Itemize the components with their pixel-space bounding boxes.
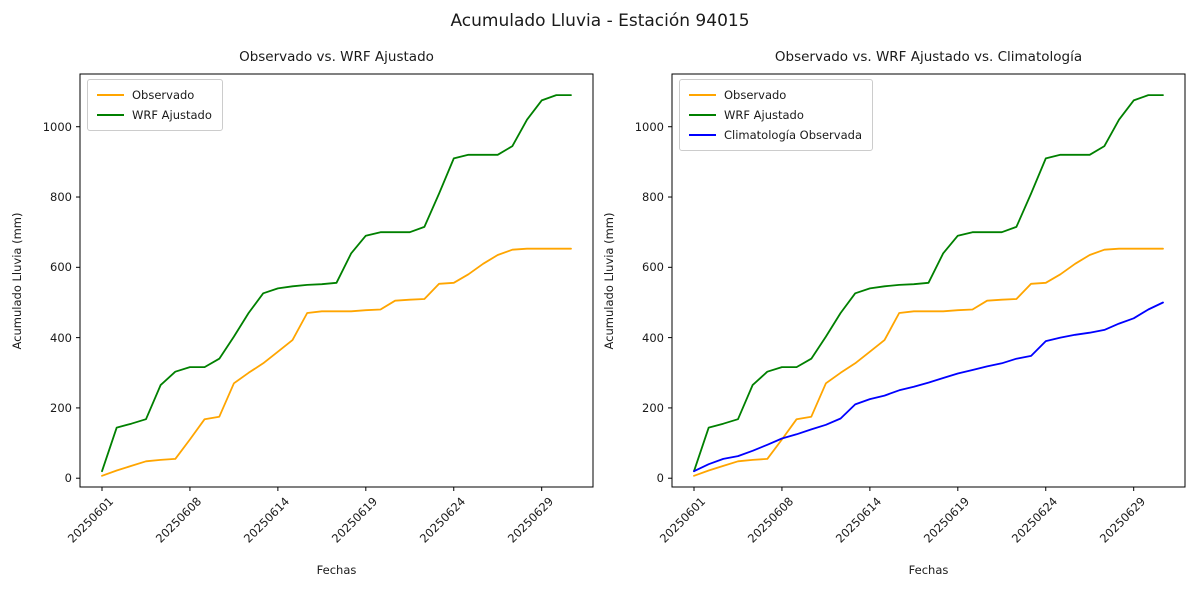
legend-entry: WRF Ajustado — [689, 105, 862, 125]
legend-label: WRF Ajustado — [132, 108, 212, 122]
y-tick-label: 600 — [50, 260, 72, 275]
series-line-observado — [693, 247, 1164, 477]
legend-label: WRF Ajustado — [724, 108, 804, 122]
y-tick-label: 400 — [50, 330, 72, 345]
figure-title: Acumulado Lluvia - Estación 94015 — [450, 11, 750, 31]
legend-label: Observado — [132, 88, 195, 102]
legend-line-swatch-observado — [97, 94, 124, 96]
legend-entry: Observado — [689, 85, 862, 105]
y-tick-label: 1000 — [42, 119, 72, 134]
subplot-right-title: Observado vs. WRF Ajustado vs. Climatolo… — [774, 49, 1083, 65]
legend-line-swatch-climatolog-a-observada — [689, 134, 716, 136]
series-line-wrf-ajustado — [693, 94, 1164, 473]
subplot-left-xlabel: Fechas — [316, 563, 357, 577]
subplot-left-ylabel: Acumulado Lluvia (mm) — [10, 212, 24, 349]
subplot-left-title: Observado vs. WRF Ajustado — [239, 49, 434, 65]
legend-entry: Climatología Observada — [689, 125, 862, 145]
legend-entry: Observado — [97, 85, 212, 105]
subplot-left-legend: Observado WRF Ajustado — [87, 79, 223, 131]
legend-line-swatch-wrf-ajustado — [689, 114, 716, 116]
axes-box — [79, 73, 594, 488]
y-tick-label: 200 — [50, 400, 72, 415]
y-tick-label: 800 — [50, 190, 72, 205]
y-tick-label: 1000 — [634, 119, 664, 134]
y-tick-label: 600 — [642, 260, 664, 275]
axes-box — [671, 73, 1186, 488]
series-line-observado — [101, 247, 572, 477]
subplot-right-ylabel: Acumulado Lluvia (mm) — [602, 212, 616, 349]
legend-label: Climatología Observada — [724, 128, 862, 142]
subplot-right-legend: Observado WRF Ajustado Climatología Observ… — [679, 79, 873, 151]
legend-label: Observado — [724, 88, 787, 102]
subplot-right-xlabel: Fechas — [908, 563, 949, 577]
series-line-climatolog-a-observada — [693, 301, 1164, 473]
y-tick-label: 400 — [642, 330, 664, 345]
y-tick-label: 0 — [64, 471, 72, 486]
legend-line-swatch-observado — [689, 94, 716, 96]
y-tick-label: 0 — [656, 471, 664, 486]
y-tick-label: 200 — [642, 400, 664, 415]
y-tick-label: 800 — [642, 190, 664, 205]
legend-entry: WRF Ajustado — [97, 105, 212, 125]
legend-line-swatch-wrf-ajustado — [97, 114, 124, 116]
series-line-wrf-ajustado — [101, 94, 572, 473]
